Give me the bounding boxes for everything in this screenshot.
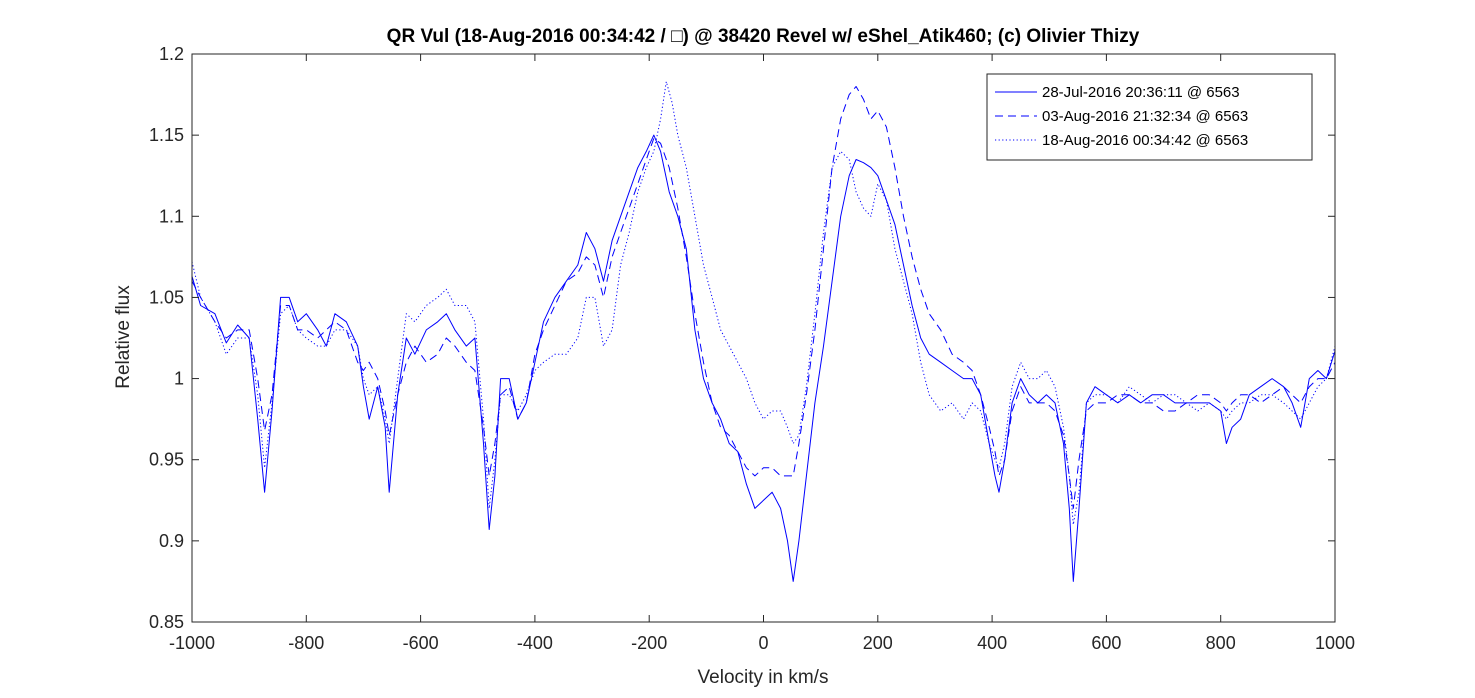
y-axis-label: Relative flux xyxy=(113,285,134,389)
x-tick-label: -200 xyxy=(631,633,667,653)
y-axis: 0.85 0.9 0.95 1 1.05 1.1 1.15 1.2 xyxy=(149,44,1335,632)
legend-entry-2: 03-Aug-2016 21:32:34 @ 6563 xyxy=(1042,108,1248,125)
series-line-2 xyxy=(191,86,1336,509)
chart-title: QR Vul (18-Aug-2016 00:34:42 / □) @ 3842… xyxy=(387,26,1140,47)
x-tick-label: -600 xyxy=(403,633,439,653)
y-tick-label: 1 xyxy=(174,369,184,389)
series-line-1 xyxy=(191,134,1336,582)
x-axis-label: Velocity in km/s xyxy=(698,667,829,688)
y-tick-label: 1.05 xyxy=(149,287,184,307)
legend: 28-Jul-2016 20:36:11 @ 6563 03-Aug-2016 2… xyxy=(986,73,1313,161)
y-tick-label: 0.95 xyxy=(149,450,184,470)
x-tick-label: 200 xyxy=(863,633,893,653)
x-tick-label: 0 xyxy=(758,633,768,653)
legend-entry-3: 18-Aug-2016 00:34:42 @ 6563 xyxy=(1042,132,1248,149)
x-tick-label: -1000 xyxy=(169,633,215,653)
x-tick-label: 1000 xyxy=(1315,633,1355,653)
legend-entry-1: 28-Jul-2016 20:36:11 @ 6563 xyxy=(1042,84,1240,101)
y-tick-label: 1.1 xyxy=(159,206,184,226)
x-tick-label: -800 xyxy=(288,633,324,653)
x-axis: -1000 -800 -600 -400 -200 0 200 400 600 800 1000 xyxy=(169,54,1355,653)
y-tick-label: 1.2 xyxy=(159,44,184,64)
y-tick-label: 0.85 xyxy=(149,612,184,632)
y-tick-label: 1.15 xyxy=(149,125,184,145)
x-tick-label: 400 xyxy=(977,633,1007,653)
legend-box xyxy=(986,73,1313,161)
x-tick-label: 600 xyxy=(1091,633,1121,653)
x-tick-label: 800 xyxy=(1206,633,1236,653)
y-tick-label: 0.9 xyxy=(159,531,184,551)
x-tick-label: -400 xyxy=(517,633,553,653)
series-layer xyxy=(191,81,1336,582)
